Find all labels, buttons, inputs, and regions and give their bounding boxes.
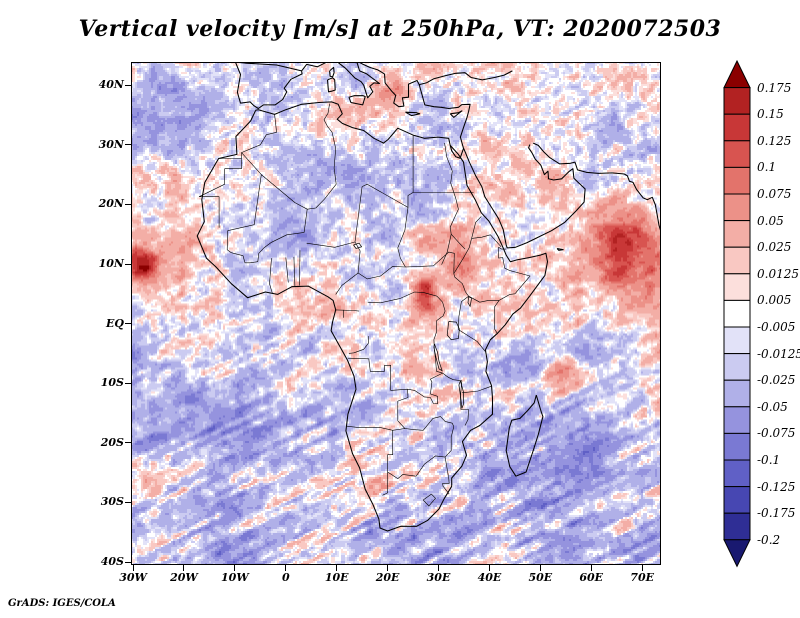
lat-tick-label: 20N	[98, 197, 124, 211]
colorbar-tick-label: 0.005	[757, 293, 792, 308]
colorbar-tick-label: -0.125	[757, 479, 796, 494]
lat-tick-label: 30N	[98, 137, 124, 151]
colorbar-tick-label: 0.15	[757, 107, 784, 122]
lon-tick-label: 30E	[426, 571, 451, 584]
colorbar-tick-label: -0.2	[757, 532, 781, 547]
lon-tick-label: 70E	[630, 571, 654, 584]
lon-tick-mark	[132, 565, 134, 571]
colorbar-tick-label: -0.025	[757, 373, 796, 388]
colorbar-tick-label: -0.005	[757, 320, 796, 334]
colorbar-tick-label: 0.075	[757, 187, 792, 201]
lon-tick-label: 20E	[375, 571, 400, 584]
lon-tick-mark	[336, 565, 338, 571]
colorbar-tick-label: -0.05	[757, 399, 788, 414]
lon-tick-mark	[387, 565, 389, 571]
lon-tick-mark	[285, 565, 287, 571]
lon-tick-label: 20W	[170, 571, 198, 584]
grads-credit: GrADS: IGES/COLA	[8, 598, 116, 609]
velocity-field-canvas	[131, 62, 661, 565]
lon-tick-label: 50E	[528, 571, 553, 584]
lat-tick-label: 10S	[100, 376, 124, 390]
lat-tick-label: 10N	[98, 257, 124, 271]
colorbar-tick-label: 0.05	[757, 213, 784, 228]
colorbar-tick-label: -0.075	[757, 426, 796, 441]
lon-tick-label: 40E	[477, 571, 502, 584]
lon-tick-mark	[183, 565, 185, 571]
colorbar-tick-label: 0.025	[757, 240, 792, 255]
lon-tick-mark	[438, 565, 439, 571]
lat-tick-label: 40N	[98, 78, 124, 92]
lon-tick-mark	[641, 565, 643, 571]
lon-tick-label: 0	[281, 571, 290, 584]
colorbar-tick-label: 0.175	[757, 80, 792, 95]
plot-title: Vertical velocity [m/s] at 250hPa, VT: 2…	[78, 16, 722, 42]
lat-tick-label: 30S	[100, 495, 124, 509]
lon-tick-label: 60E	[579, 571, 604, 584]
lon-tick-mark	[539, 565, 541, 571]
colorbar	[723, 60, 751, 568]
colorbar-tick-label: -0.175	[757, 506, 796, 521]
lon-tick-label: 30W	[119, 571, 147, 584]
coastline-borders-overlay	[196, 62, 661, 532]
colorbar-tick-label: -0.1	[757, 453, 781, 467]
lat-tick-label: 40S	[100, 555, 124, 569]
lon-tick-mark	[234, 565, 236, 571]
lon-tick-label: 10W	[221, 571, 249, 584]
lat-tick-label: EQ	[106, 316, 124, 330]
colorbar-tick-label: 0.1	[757, 160, 777, 175]
lon-tick-mark	[590, 565, 592, 571]
colorbar-tick-label: 0.0125	[757, 266, 799, 281]
colorbar-tick-label: 0.125	[757, 133, 792, 148]
lon-tick-mark	[488, 565, 490, 571]
map-plot-area	[131, 62, 661, 565]
lon-tick-label: 10E	[324, 571, 349, 584]
colorbar-tick-label: -0.0125	[757, 346, 800, 361]
lat-tick-label: 20S	[100, 435, 124, 449]
